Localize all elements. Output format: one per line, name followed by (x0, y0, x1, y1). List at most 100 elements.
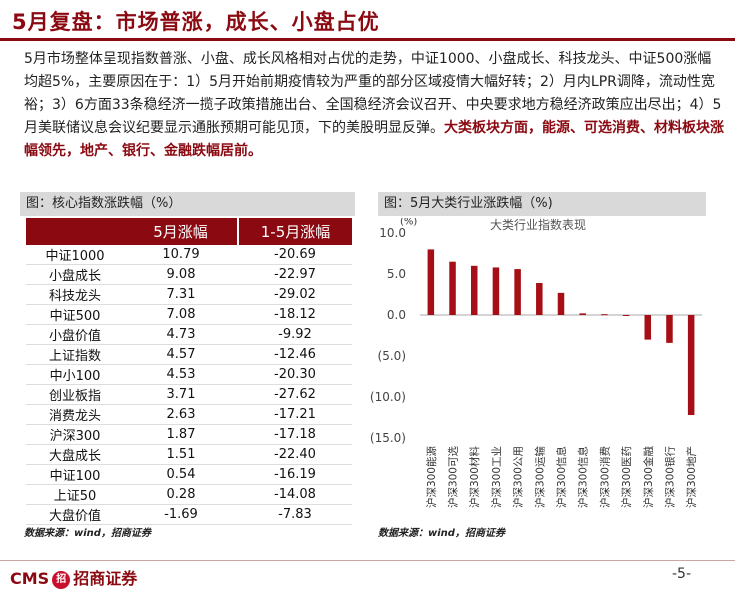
bar-2 (449, 261, 456, 315)
x-tick-label: 沪深300运输 (533, 446, 546, 509)
bar-10 (622, 315, 630, 316)
x-tick-label: 沪深300金融 (642, 446, 655, 509)
may-change-cell: 7.31 (124, 284, 238, 305)
logo-text: CMS (10, 569, 50, 588)
x-tick-label: 沪深300消费 (598, 446, 611, 508)
ytd-change-cell: -14.08 (238, 484, 352, 505)
ytd-change-cell: -18.12 (238, 304, 352, 325)
x-tick-label: 沪深300可选 (447, 446, 460, 509)
bar-8 (579, 313, 586, 315)
ytd-change-cell: -22.97 (238, 264, 352, 285)
table-row: 中证500 7.08 -18.12 (26, 304, 352, 325)
may-change-cell: 0.28 (124, 484, 238, 505)
left-figure-caption: 图：核心指数涨跌幅（%） (20, 192, 355, 216)
table-header-ytd: 1-5月涨幅 (238, 218, 352, 245)
may-change-cell: 3.71 (124, 384, 238, 405)
bar-3 (470, 265, 478, 315)
bar-5 (514, 269, 521, 315)
index-name-cell: 创业板指 (26, 384, 124, 405)
x-tick-label: 沪深300公用 (512, 446, 525, 508)
page-number: -5- (671, 566, 691, 582)
x-tick-label: 沪深300医药 (620, 446, 633, 508)
x-tick-label: 沪深300地产 (685, 446, 698, 508)
right-figure-source: 数据来源：wind，招商证券 (378, 528, 505, 539)
summary-highlight: 大类板块方面，能源、可选消费、材料板块涨幅领先，地产、银行、金融跌幅居前。 (24, 120, 724, 159)
ytd-change-cell: -7.83 (238, 504, 352, 525)
table-row: 大盘成长 1.51 -22.40 (26, 444, 352, 465)
y-tick-label: 5.0 (387, 267, 406, 281)
may-change-cell: 1.51 (124, 444, 238, 465)
bar-11 (644, 315, 652, 340)
logo-seal-icon: 招 (52, 570, 71, 589)
may-change-cell: 4.73 (124, 324, 238, 345)
index-name-cell: 中证100 (26, 464, 124, 485)
left-figure-source: 数据来源：wind，招商证券 (24, 528, 151, 539)
ytd-change-cell: -17.18 (238, 424, 352, 445)
ytd-change-cell: -27.62 (238, 384, 352, 405)
ytd-change-cell: -12.46 (238, 344, 352, 365)
bar-7 (557, 292, 565, 315)
core-index-table: 5月涨幅 1-5月涨幅 中证1000 10.79 -20.69 小盘成长 9.08 -22… (26, 218, 352, 525)
table-row: 中小100 4.53 -20.30 (26, 364, 352, 385)
table-row: 大盘价值 -1.69 -7.83 (26, 504, 352, 525)
may-change-cell: 2.63 (124, 404, 238, 425)
index-name-cell: 沪深300 (26, 424, 124, 445)
table-row: 沪深300 1.87 -17.18 (26, 424, 352, 445)
may-change-cell: 7.08 (124, 304, 238, 325)
right-figure-caption: 图：5月大类行业涨跌幅（%) (378, 192, 706, 216)
table-row: 科技龙头 7.31 -29.02 (26, 284, 352, 305)
index-name-cell: 中证1000 (26, 245, 124, 265)
ytd-change-cell: -22.40 (238, 444, 352, 465)
bar-6 (536, 283, 543, 315)
y-tick-label: (5.0) (378, 349, 406, 363)
table-header-may: 5月涨幅 (124, 218, 239, 245)
y-tick-label: (15.0) (370, 431, 406, 445)
ytd-change-cell: -20.69 (238, 245, 352, 265)
may-change-cell: -1.69 (124, 504, 238, 525)
index-name-cell: 小盘价值 (26, 324, 124, 345)
table-row: 小盘成长 9.08 -22.97 (26, 264, 352, 285)
ytd-change-cell: -16.19 (238, 464, 352, 485)
table-row: 消费龙头 2.63 -17.21 (26, 404, 352, 425)
x-tick-label: 沪深300工业 (490, 446, 503, 508)
bar-12 (666, 315, 673, 343)
bar-1 (427, 249, 435, 315)
may-change-cell: 1.87 (124, 424, 238, 445)
title-divider (0, 38, 735, 41)
bar-4 (492, 267, 500, 315)
y-unit-label: (%) (400, 218, 417, 227)
bar-13 (687, 315, 695, 416)
table-row: 上证50 0.28 -14.08 (26, 484, 352, 505)
x-tick-label: 沪深300银行 (663, 446, 676, 509)
index-name-cell: 消费龙头 (26, 404, 124, 425)
x-tick-label: 沪深300材料 (468, 446, 481, 509)
ytd-change-cell: -20.30 (238, 364, 352, 385)
table-row: 创业板指 3.71 -27.62 (26, 384, 352, 405)
index-name-cell: 大盘价值 (26, 504, 124, 525)
ytd-change-cell: -9.92 (238, 324, 352, 345)
bar-9 (601, 314, 608, 316)
index-name-cell: 小盘成长 (26, 264, 124, 285)
y-tick-label: 10.0 (379, 226, 406, 240)
y-tick-label: 0.0 (387, 308, 406, 322)
may-change-cell: 4.57 (124, 344, 238, 365)
index-name-cell: 科技龙头 (26, 284, 124, 305)
index-name-cell: 上证50 (26, 484, 124, 505)
may-change-cell: 9.08 (124, 264, 238, 285)
ytd-change-cell: -17.21 (238, 404, 352, 425)
summary-text: 5月市场整体呈现指数普涨、小盘、成长风格相对占优的走势，中证1000、小盘成长、… (24, 51, 722, 136)
summary-paragraph: 5月市场整体呈现指数普涨、小盘、成长风格相对占优的走势，中证1000、小盘成长、… (24, 48, 724, 163)
y-tick-label: (10.0) (370, 390, 406, 404)
table-header-blank (26, 218, 124, 245)
table-row: 中证100 0.54 -16.19 (26, 464, 352, 485)
x-tick-label: 沪深300信息 (577, 446, 590, 508)
may-change-cell: 0.54 (124, 464, 238, 485)
footer-divider (0, 560, 735, 561)
table-row: 小盘价值 4.73 -9.92 (26, 324, 352, 345)
may-change-cell: 4.53 (124, 364, 238, 385)
x-tick-label: 沪深300能源 (425, 446, 438, 509)
table-row: 中证1000 10.79 -20.69 (26, 245, 352, 265)
table-header-row: 5月涨幅 1-5月涨幅 (26, 218, 352, 245)
table-row: 上证指数 4.57 -12.46 (26, 344, 352, 365)
index-name-cell: 中证500 (26, 304, 124, 325)
